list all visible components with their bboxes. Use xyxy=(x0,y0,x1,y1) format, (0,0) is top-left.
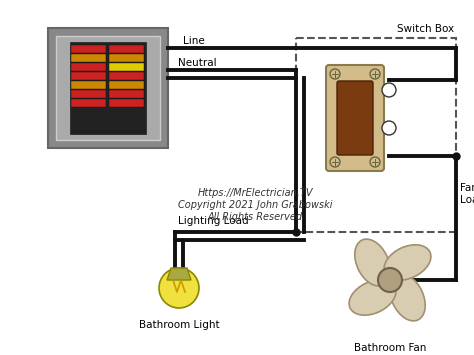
Text: Https://MrElectrician.TV
Copyright 2021 John Grabowski
All Rights Reserved: Https://MrElectrician.TV Copyright 2021 … xyxy=(178,189,332,222)
FancyBboxPatch shape xyxy=(337,81,373,155)
FancyBboxPatch shape xyxy=(71,90,106,98)
Ellipse shape xyxy=(390,274,425,321)
FancyBboxPatch shape xyxy=(71,54,106,62)
FancyBboxPatch shape xyxy=(48,28,168,148)
FancyBboxPatch shape xyxy=(109,81,144,89)
FancyBboxPatch shape xyxy=(109,99,144,107)
FancyBboxPatch shape xyxy=(71,99,106,107)
Circle shape xyxy=(370,69,380,79)
Circle shape xyxy=(370,157,380,167)
Text: Switch Box: Switch Box xyxy=(397,24,454,34)
Text: Bathroom Light: Bathroom Light xyxy=(139,320,219,330)
Circle shape xyxy=(382,83,396,97)
Ellipse shape xyxy=(355,239,390,286)
FancyBboxPatch shape xyxy=(71,45,106,53)
FancyBboxPatch shape xyxy=(109,72,144,80)
FancyBboxPatch shape xyxy=(109,90,144,98)
Polygon shape xyxy=(167,268,191,280)
Text: Neutral: Neutral xyxy=(178,58,217,68)
FancyBboxPatch shape xyxy=(71,81,106,89)
FancyBboxPatch shape xyxy=(109,54,144,62)
FancyBboxPatch shape xyxy=(70,42,146,134)
Circle shape xyxy=(330,69,340,79)
Ellipse shape xyxy=(384,245,431,280)
FancyBboxPatch shape xyxy=(71,72,106,80)
Circle shape xyxy=(378,268,402,292)
Circle shape xyxy=(159,268,199,308)
Text: Bathroom Fan: Bathroom Fan xyxy=(354,343,426,353)
Text: Fan
Load: Fan Load xyxy=(460,183,474,205)
Ellipse shape xyxy=(349,280,396,315)
FancyBboxPatch shape xyxy=(56,36,160,140)
FancyBboxPatch shape xyxy=(109,63,144,71)
Circle shape xyxy=(330,157,340,167)
Text: Line: Line xyxy=(183,36,205,46)
FancyBboxPatch shape xyxy=(109,45,144,53)
FancyBboxPatch shape xyxy=(71,63,106,71)
FancyBboxPatch shape xyxy=(326,65,384,171)
Circle shape xyxy=(382,121,396,135)
Text: Lighting Load: Lighting Load xyxy=(178,216,249,226)
